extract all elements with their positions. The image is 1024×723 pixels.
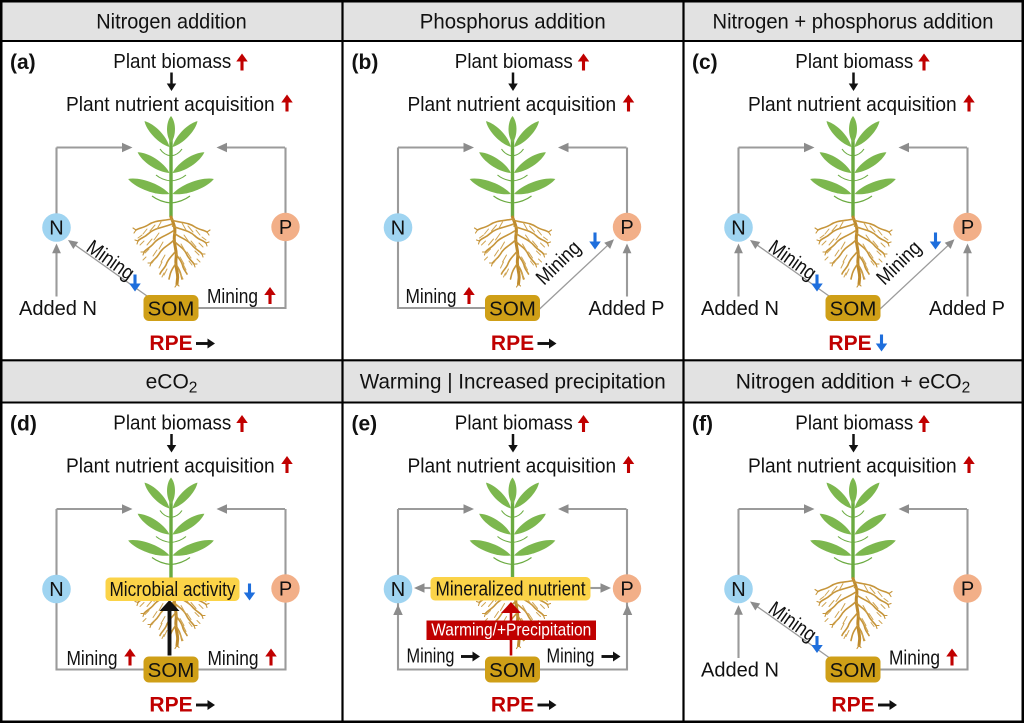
svg-text:Plant biomass: Plant biomass: [795, 412, 913, 435]
svg-text:Mining: Mining: [67, 647, 118, 670]
svg-text:SOM: SOM: [830, 659, 877, 682]
svg-text:Microbial activity: Microbial activity: [110, 578, 237, 601]
svg-text:Mineralized nutrient: Mineralized nutrient: [436, 578, 586, 601]
svg-text:(f): (f): [692, 413, 713, 436]
svg-text:Mining: Mining: [208, 647, 259, 670]
svg-text:RPE: RPE: [149, 332, 192, 355]
svg-text:Added N: Added N: [701, 659, 779, 682]
svg-text:Plant nutrient acquisition: Plant nutrient acquisition: [407, 455, 616, 478]
svg-text:Mining: Mining: [406, 285, 457, 308]
svg-text:N: N: [49, 579, 63, 601]
svg-text:P: P: [961, 217, 974, 239]
svg-text:SOM: SOM: [489, 298, 536, 321]
svg-text:Nitrogen addition + eCO2: Nitrogen addition + eCO2: [736, 371, 971, 397]
svg-text:RPE: RPE: [828, 332, 871, 355]
svg-text:(c): (c): [692, 51, 718, 74]
svg-text:Mining: Mining: [889, 647, 940, 670]
svg-text:P: P: [279, 579, 292, 601]
svg-text:Plant nutrient acquisition: Plant nutrient acquisition: [748, 93, 957, 116]
svg-text:N: N: [731, 218, 745, 240]
svg-text:Warming | Increased precipitat: Warming | Increased precipitation: [360, 371, 666, 394]
svg-text:RPE: RPE: [831, 694, 874, 717]
svg-text:Mining: Mining: [407, 645, 455, 668]
svg-text:Warming/+Precipitation: Warming/+Precipitation: [431, 620, 591, 640]
svg-text:Mining: Mining: [547, 645, 595, 668]
svg-text:Plant nutrient acquisition: Plant nutrient acquisition: [407, 93, 616, 116]
svg-text:RPE: RPE: [149, 694, 192, 717]
svg-text:N: N: [49, 218, 63, 240]
svg-text:N: N: [391, 218, 405, 240]
svg-text:RPE: RPE: [491, 694, 534, 717]
svg-text:Added N: Added N: [19, 297, 97, 320]
svg-text:SOM: SOM: [830, 298, 877, 321]
svg-text:RPE: RPE: [491, 332, 534, 355]
svg-text:P: P: [279, 217, 292, 239]
svg-text:Plant nutrient acquisition: Plant nutrient acquisition: [748, 455, 957, 478]
svg-text:Nitrogen addition: Nitrogen addition: [96, 11, 246, 34]
svg-text:Plant biomass: Plant biomass: [113, 50, 231, 73]
svg-text:Mining: Mining: [207, 285, 258, 308]
svg-text:Plant nutrient acquisition: Plant nutrient acquisition: [66, 455, 275, 478]
svg-text:(d): (d): [10, 413, 37, 436]
svg-text:P: P: [961, 579, 974, 601]
svg-text:SOM: SOM: [148, 659, 195, 682]
svg-text:N: N: [731, 579, 745, 601]
svg-text:Plant biomass: Plant biomass: [795, 50, 913, 73]
svg-text:SOM: SOM: [148, 298, 195, 321]
svg-text:P: P: [620, 217, 633, 239]
svg-text:Added P: Added P: [589, 297, 665, 320]
svg-text:Plant biomass: Plant biomass: [455, 412, 573, 435]
svg-text:(e): (e): [352, 413, 378, 436]
svg-text:N: N: [391, 579, 405, 601]
svg-text:(b): (b): [352, 51, 379, 74]
svg-text:Plant biomass: Plant biomass: [455, 50, 573, 73]
svg-text:Phosphorus addition: Phosphorus addition: [420, 11, 606, 34]
svg-text:Nitrogen + phosphorus addition: Nitrogen + phosphorus addition: [713, 11, 994, 34]
svg-text:Added P: Added P: [929, 297, 1005, 320]
svg-text:Plant biomass: Plant biomass: [113, 412, 231, 435]
svg-text:Plant nutrient acquisition: Plant nutrient acquisition: [66, 93, 275, 116]
svg-text:SOM: SOM: [489, 659, 536, 682]
svg-text:P: P: [620, 579, 633, 601]
svg-text:eCO2: eCO2: [146, 371, 198, 397]
svg-text:(a): (a): [10, 51, 36, 74]
svg-text:Added N: Added N: [701, 297, 779, 320]
